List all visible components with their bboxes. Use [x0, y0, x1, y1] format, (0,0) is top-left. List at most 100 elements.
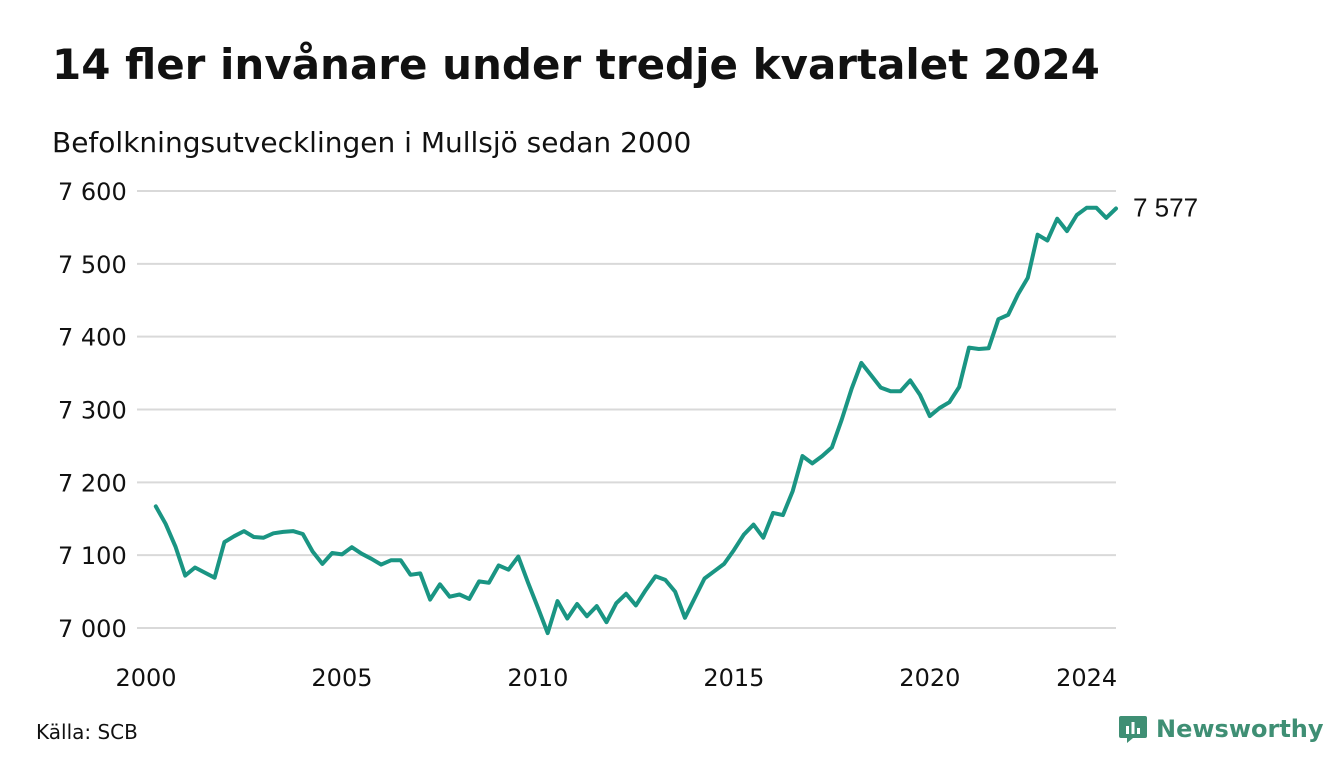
data-point: [897, 388, 903, 394]
data-point: [780, 512, 786, 518]
x-tick-label: 2024: [1056, 664, 1117, 692]
data-point: [1093, 205, 1099, 211]
data-point: [604, 619, 610, 625]
data-point: [359, 551, 365, 557]
data-point: [506, 567, 512, 573]
data-point: [300, 531, 306, 537]
data-point: [848, 386, 854, 392]
y-tick-label: 7 200: [58, 469, 127, 497]
data-point: [1005, 312, 1011, 318]
data-point: [1113, 205, 1119, 211]
data-point: [525, 580, 531, 586]
data-point: [310, 549, 316, 555]
data-point: [192, 565, 198, 571]
data-point: [202, 570, 208, 576]
data-point: [398, 557, 404, 563]
data-point: [760, 535, 766, 541]
data-point: [1035, 232, 1041, 238]
data-point: [564, 616, 570, 622]
data-point: [1064, 228, 1070, 234]
data-point: [750, 522, 756, 528]
data-point: [290, 528, 296, 534]
data-point: [956, 384, 962, 390]
data-point: [417, 570, 423, 576]
data-point: [1015, 291, 1021, 297]
data-point: [790, 488, 796, 494]
data-point: [613, 600, 619, 606]
grid-lines: [137, 190, 1116, 629]
data-point: [946, 399, 952, 405]
data-point: [476, 578, 482, 584]
data-point: [319, 561, 325, 567]
data-point: [652, 573, 658, 579]
data-point: [1044, 238, 1050, 244]
data-point: [721, 561, 727, 567]
data-point: [280, 529, 286, 535]
data-point: [261, 535, 267, 541]
data-point: [770, 510, 776, 516]
data-point: [486, 580, 492, 586]
data-point: [858, 360, 864, 366]
data-point: [809, 460, 815, 466]
data-point: [976, 346, 982, 352]
chart-title: 14 fler invånare under tredje kvartalet …: [52, 40, 1100, 89]
y-tick-label: 7 100: [58, 542, 127, 570]
y-tick-label: 7 500: [58, 251, 127, 279]
x-tick-label: 2020: [899, 664, 960, 692]
x-tick-label: 2015: [703, 664, 764, 692]
data-point: [868, 372, 874, 378]
data-point: [701, 575, 707, 581]
data-point: [535, 605, 541, 611]
data-point: [378, 562, 384, 568]
data-point: [937, 405, 943, 411]
data-point: [408, 572, 414, 578]
data-point: [1084, 205, 1090, 211]
source-note: Källa: SCB: [36, 720, 138, 744]
data-point: [927, 413, 933, 419]
data-point: [888, 388, 894, 394]
data-point: [917, 392, 923, 398]
data-point: [1074, 212, 1080, 218]
data-point: [270, 530, 276, 536]
data-point: [907, 377, 913, 383]
data-point: [672, 589, 678, 595]
data-point: [1103, 215, 1109, 221]
data-point: [368, 556, 374, 562]
data-point: [212, 575, 218, 581]
data-point: [221, 539, 227, 545]
data-point: [692, 595, 698, 601]
data-point: [682, 615, 688, 621]
data-point: [584, 613, 590, 619]
data-point: [231, 533, 237, 539]
x-tick-label: 2010: [507, 664, 568, 692]
data-point: [1025, 275, 1031, 281]
data-point: [731, 547, 737, 553]
data-point: [878, 385, 884, 391]
data-point: [437, 581, 443, 587]
data-point: [388, 557, 394, 563]
data-point: [515, 554, 521, 560]
data-point: [643, 587, 649, 593]
data-point: [633, 602, 639, 608]
newsworthy-logo[interactable]: Newsworthy: [1118, 714, 1324, 744]
data-point: [799, 453, 805, 459]
data-point: [986, 345, 992, 351]
y-tick-label: 7 600: [58, 178, 127, 206]
data-point: [711, 568, 717, 574]
data-point: [819, 453, 825, 459]
data-point: [182, 573, 188, 579]
newsworthy-logo-icon: [1119, 716, 1147, 743]
data-point: [163, 521, 169, 527]
data-point: [447, 594, 453, 600]
data-point: [555, 598, 561, 604]
data-point: [466, 596, 472, 602]
data-point: [427, 597, 433, 603]
data-point: [241, 528, 247, 534]
x-tick-label: 2000: [115, 664, 176, 692]
data-point: [995, 316, 1001, 322]
brand-name: Newsworthy: [1156, 715, 1324, 743]
data-point: [329, 550, 335, 556]
data-point: [966, 345, 972, 351]
y-tick-label: 7 400: [58, 324, 127, 352]
data-point: [172, 543, 178, 549]
